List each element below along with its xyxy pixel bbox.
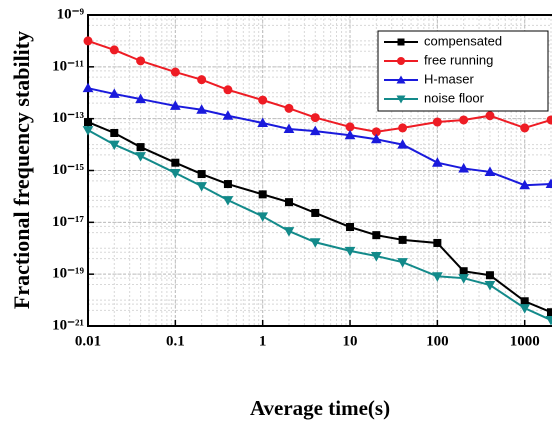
legend-label: free running	[424, 52, 493, 67]
y-tick-label: 10⁻²¹	[52, 317, 84, 333]
legend-marker	[396, 75, 406, 84]
y-axis-label: Fractional frequency stability	[9, 31, 34, 309]
legend-marker	[397, 38, 405, 46]
marker	[284, 198, 293, 207]
marker	[196, 182, 207, 192]
marker	[520, 297, 529, 306]
marker	[370, 133, 382, 144]
marker	[170, 67, 180, 77]
marker	[169, 100, 181, 110]
marker	[485, 271, 494, 280]
marker	[257, 117, 269, 128]
marker	[545, 316, 552, 326]
marker	[433, 238, 442, 247]
marker	[519, 304, 531, 314]
marker	[109, 45, 119, 55]
marker	[258, 190, 267, 199]
x-tick-label: 0.1	[166, 333, 185, 349]
marker	[169, 169, 181, 179]
marker	[135, 93, 146, 104]
y-tick-label: 10⁻⁹	[57, 6, 85, 22]
marker	[136, 143, 145, 152]
series-line	[87, 129, 552, 321]
marker	[82, 126, 94, 136]
marker	[136, 56, 146, 66]
marker	[459, 267, 468, 276]
marker	[223, 180, 232, 189]
marker	[519, 179, 531, 190]
marker	[484, 281, 496, 291]
marker	[223, 85, 233, 95]
legend-box	[377, 30, 549, 112]
x-tick-label: 1	[259, 333, 267, 349]
marker	[485, 111, 495, 121]
marker	[222, 196, 234, 206]
marker	[397, 258, 408, 268]
marker	[546, 115, 552, 125]
marker	[372, 231, 381, 240]
legend-marker	[397, 57, 405, 65]
legend-marker	[396, 95, 406, 104]
marker	[309, 125, 321, 136]
marker	[284, 103, 294, 113]
marker	[171, 158, 180, 167]
marker	[258, 95, 268, 105]
marker	[197, 170, 206, 179]
marker	[84, 118, 92, 127]
marker	[310, 113, 320, 123]
marker	[346, 223, 355, 232]
marker	[309, 238, 321, 248]
x-tick-label: 1000	[510, 333, 540, 349]
marker	[108, 140, 120, 151]
x-axis-label: Average time(s)	[250, 396, 390, 420]
marker	[458, 274, 470, 284]
marker	[545, 178, 552, 189]
marker	[311, 208, 320, 217]
marker	[547, 308, 552, 317]
plot-frame	[87, 14, 552, 327]
marker	[344, 246, 356, 257]
marker	[398, 123, 408, 133]
legend-label: H-maser	[424, 71, 475, 86]
marker	[283, 227, 295, 237]
marker	[397, 139, 408, 149]
y-tick-label: 10⁻¹⁷	[52, 214, 84, 230]
marker	[344, 129, 356, 140]
marker	[222, 110, 234, 120]
y-tick-label: 10⁻¹⁵	[52, 162, 84, 178]
marker	[459, 115, 469, 125]
marker	[82, 82, 94, 93]
y-tick-label: 10⁻¹⁹	[52, 266, 84, 282]
marker	[432, 272, 443, 282]
marker	[398, 235, 407, 244]
marker	[108, 88, 120, 98]
marker	[283, 123, 295, 133]
marker	[370, 252, 382, 262]
marker	[83, 36, 93, 46]
y-tick-label: 10⁻¹³	[52, 110, 84, 126]
legend-label: noise floor	[424, 90, 485, 105]
marker	[432, 117, 442, 127]
y-tick-label: 10⁻¹¹	[52, 58, 84, 74]
x-tick-label: 10	[343, 333, 358, 349]
legend-label: compensated	[424, 33, 502, 48]
marker	[484, 166, 496, 176]
x-tick-label: 0.01	[75, 333, 101, 349]
marker	[196, 104, 207, 114]
marker	[197, 75, 207, 85]
marker	[257, 212, 269, 222]
marker	[520, 123, 530, 133]
marker	[458, 162, 470, 173]
marker	[135, 152, 146, 162]
marker	[432, 157, 443, 167]
marker	[110, 128, 119, 137]
x-tick-label: 100	[426, 333, 449, 349]
